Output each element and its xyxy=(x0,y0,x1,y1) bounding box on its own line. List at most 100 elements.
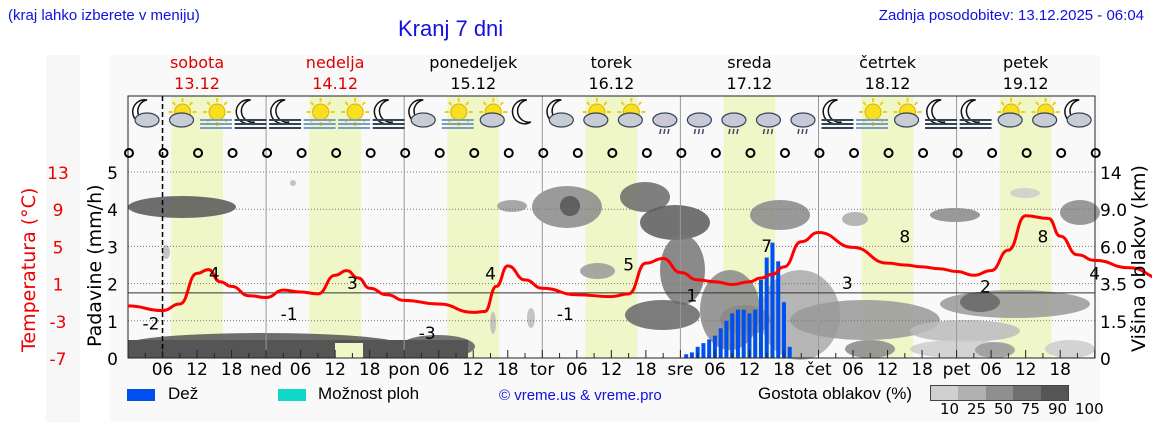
svg-text:1: 1 xyxy=(107,313,118,333)
showers-swatch xyxy=(278,389,306,401)
x-tick-label: ned xyxy=(250,360,282,380)
wind-calm-marker xyxy=(193,148,204,158)
cloud-rain-icon xyxy=(790,112,816,135)
location-hint[interactable]: (kraj lahko izberete v meniju) xyxy=(8,7,200,24)
wind-calm-marker xyxy=(331,148,342,158)
temp-label: 4 xyxy=(209,265,220,285)
wind-calm-marker xyxy=(1056,148,1067,158)
svg-text:-7: -7 xyxy=(50,350,67,370)
svg-text:3.5: 3.5 xyxy=(1100,276,1127,296)
rain-bar xyxy=(735,309,740,358)
x-tick-label: 18 xyxy=(497,360,519,380)
sun-cloud-icon xyxy=(617,98,646,128)
svg-text:9: 9 xyxy=(53,201,64,221)
svg-text:0: 0 xyxy=(1100,350,1111,370)
x-tick-label: 06 xyxy=(428,360,450,380)
sun-fog-icon xyxy=(338,98,371,129)
night-cloud-icon xyxy=(546,99,574,128)
night-cloud-icon xyxy=(1064,99,1092,128)
temp-label: 4 xyxy=(485,265,496,285)
sun-cloud-icon xyxy=(997,98,1026,128)
temp-label: 4 xyxy=(1089,265,1100,285)
sun-cloud-icon xyxy=(582,98,611,128)
wind-calm-marker xyxy=(469,148,480,158)
moon-fog-icon xyxy=(959,99,992,129)
x-tick-label: 18 xyxy=(1049,360,1071,380)
rain-bar xyxy=(689,352,694,358)
x-tick-label: 06 xyxy=(980,360,1002,380)
day-name: torek xyxy=(590,53,633,72)
rain-swatch xyxy=(127,389,155,401)
svg-text:-3: -3 xyxy=(50,313,67,333)
night-cloud-icon xyxy=(131,99,160,128)
wind-calm-marker xyxy=(814,148,825,158)
wind-calm-marker xyxy=(849,148,860,158)
density-tick: 90 xyxy=(1048,400,1068,418)
last-updated: Zadnja posodobitev: 13.12.2025 - 06:04 xyxy=(878,7,1144,24)
wind-calm-marker xyxy=(987,148,998,158)
copyright-link[interactable]: © vreme.us & vreme.pro xyxy=(499,387,662,404)
sun-fog-icon xyxy=(856,98,889,129)
cloud-rain-icon xyxy=(686,112,713,135)
x-tick-label: 12 xyxy=(739,360,761,380)
day-name: petek xyxy=(1002,53,1049,72)
page-title: Kranj 7 dni xyxy=(398,16,504,41)
temp-label: 5 xyxy=(623,255,634,275)
rain-legend-label: Dež xyxy=(168,384,199,403)
moon-fog-icon xyxy=(269,99,302,129)
wind-calm-marker xyxy=(365,148,376,158)
day-date: 14.12 xyxy=(312,74,359,93)
svg-text:1.5: 1.5 xyxy=(1100,313,1127,333)
cloud-rain-icon xyxy=(652,112,678,135)
wind-calm-marker xyxy=(710,148,721,158)
cloud-density-label: Gostota oblakov (%) xyxy=(758,384,913,403)
rain-bar xyxy=(753,309,758,358)
day-date: 18.12 xyxy=(864,74,911,93)
svg-text:5: 5 xyxy=(107,164,118,184)
moon-fog-icon xyxy=(925,99,958,129)
wind-calm-marker xyxy=(296,148,307,158)
wind-calm-marker xyxy=(1090,148,1101,158)
rain-bar xyxy=(695,346,700,358)
day-date: 19.12 xyxy=(1002,74,1049,93)
sun-cloud-icon xyxy=(479,98,508,128)
rain-bar xyxy=(724,320,729,358)
x-tick-label: 12 xyxy=(462,360,484,380)
day-date: 17.12 xyxy=(726,74,773,93)
rain-bar xyxy=(747,313,752,358)
temperature-axis-label: Temperatura (°C) xyxy=(18,187,40,352)
temp-label: -3 xyxy=(419,324,436,344)
wind-calm-marker xyxy=(641,148,652,158)
density-tick: 75 xyxy=(1021,400,1041,418)
sun-fog-icon xyxy=(303,98,336,129)
svg-text:14: 14 xyxy=(1100,164,1122,184)
svg-text:4: 4 xyxy=(107,201,118,221)
wind-calm-marker xyxy=(503,148,514,158)
wind-calm-marker xyxy=(262,148,273,158)
temp-label: 3 xyxy=(842,274,853,294)
moon-fog-icon xyxy=(372,99,405,129)
temp-label: -1 xyxy=(281,305,298,325)
day-header-6: petek 19.12 xyxy=(956,52,1096,94)
svg-text:13: 13 xyxy=(47,164,69,184)
rain-bar xyxy=(730,313,735,358)
x-tick-label: 18 xyxy=(635,360,657,380)
density-tick: 100 xyxy=(1075,400,1104,418)
cloud-rain-icon xyxy=(755,112,782,135)
temp-label: 8 xyxy=(1037,228,1048,248)
day-name: sreda xyxy=(727,53,772,72)
svg-text:5: 5 xyxy=(53,238,64,258)
svg-text:0: 0 xyxy=(107,350,118,370)
day-name: sobota xyxy=(169,53,225,72)
density-swatch xyxy=(985,386,1014,400)
temp-label: -1 xyxy=(557,305,574,325)
density-swatch xyxy=(958,386,986,400)
rain-bar xyxy=(781,302,786,358)
day-header-4: sreda 17.12 xyxy=(679,52,819,94)
day-header-3: torek 16.12 xyxy=(541,52,681,94)
sun-cloud-icon xyxy=(168,98,197,128)
wind-calm-marker xyxy=(676,148,687,158)
svg-text:3: 3 xyxy=(107,238,118,258)
x-tick-label: 12 xyxy=(1015,360,1037,380)
